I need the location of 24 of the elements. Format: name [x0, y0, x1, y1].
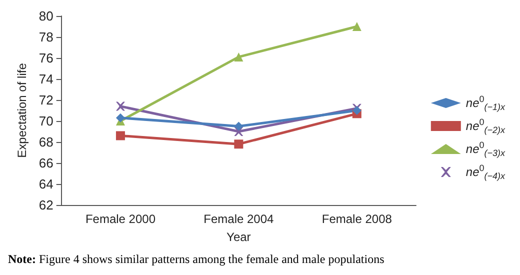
point: [234, 122, 244, 131]
x-tick-label: Female 2008: [322, 212, 392, 226]
text: Note: Figure 4 shows similar patterns among the female and male populations: [8, 252, 385, 266]
x-axis-title: Year: [226, 230, 251, 244]
y-tick-label: 76: [38, 50, 54, 66]
point: [352, 22, 362, 31]
point: [234, 140, 244, 149]
y-tick-label: 70: [38, 114, 54, 128]
point: [352, 106, 362, 115]
y-axis-title: Expectation of life: [15, 62, 29, 158]
y-tick-label: 62: [38, 198, 54, 212]
y-tick-label: 72: [38, 92, 54, 108]
y-tick-label: 78: [38, 30, 54, 44]
point: [234, 52, 244, 62]
x-tick-label: Female 2004: [204, 212, 274, 226]
point: [116, 113, 125, 122]
y-tick-label: 74: [38, 72, 54, 86]
point: [116, 131, 125, 140]
y-tick-label: 66: [38, 156, 54, 170]
y-tick-label: 68: [38, 134, 54, 150]
y-tick-label: 64: [38, 176, 54, 192]
point: [116, 102, 125, 111]
y-tick-label: 80: [38, 8, 54, 24]
x-tick-label: Female 2000: [85, 212, 156, 226]
